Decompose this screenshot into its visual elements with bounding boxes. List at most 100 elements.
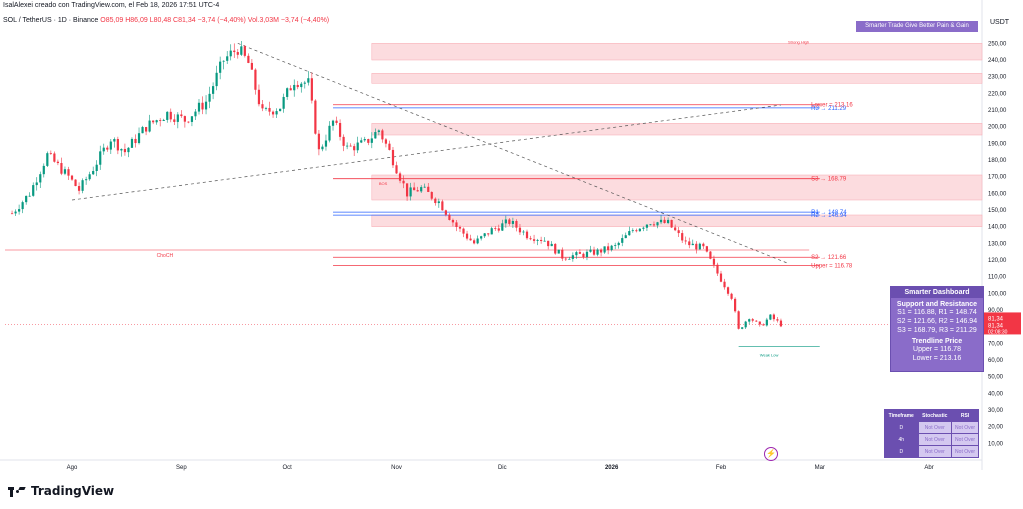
candle-body <box>183 116 186 122</box>
candle-body <box>437 201 440 204</box>
sr-line: S1 = 116.88, R1 = 148.74 <box>897 309 977 316</box>
price-tick-label: 130,00 <box>988 241 1007 247</box>
price-tick-label: 20,00 <box>988 425 1004 431</box>
candle-body <box>211 86 215 94</box>
candle-body <box>208 93 211 102</box>
candle-body <box>497 228 500 231</box>
time-tick-label: 2026 <box>605 465 619 471</box>
level-label: R3 → 211.29 <box>811 106 847 112</box>
candle-body <box>571 255 574 259</box>
table-cell: Not Over <box>951 445 979 458</box>
candle-body <box>70 175 74 180</box>
candle-body <box>194 111 197 117</box>
candle-body <box>688 241 691 246</box>
candle-body <box>391 149 395 166</box>
candle-body <box>649 224 652 226</box>
candle-body <box>130 138 134 148</box>
publisher-info: IsalAlexei creado con TradingView.com, e… <box>3 2 220 9</box>
table-cell: Not Over <box>917 433 953 446</box>
candle-body <box>63 169 67 174</box>
candle-body <box>487 233 490 235</box>
stochastic-table: Timeframe Stochastic RSI D Not Over Not … <box>884 409 979 458</box>
trendline-upper: Upper = 116.78 <box>913 346 961 353</box>
dollar-icon[interactable]: ⚡ <box>764 447 778 461</box>
candle-body <box>99 151 102 165</box>
time-tick-label: Mar <box>815 465 825 471</box>
candle-body <box>204 101 208 110</box>
smarter-trade-badge: Smarter Trade Give Better Pain & Gain <box>856 21 978 32</box>
candle-body <box>709 251 712 259</box>
candle-body <box>420 187 423 192</box>
candle-body <box>617 242 620 246</box>
time-tick-label: Abr <box>924 465 933 471</box>
price-tick-label: 40,00 <box>988 391 1004 397</box>
candle-body <box>307 78 310 83</box>
candle-body <box>356 142 359 151</box>
annotation-label: BOS <box>379 181 388 186</box>
candle-body <box>631 230 634 232</box>
candle-body <box>159 120 162 122</box>
candle-body <box>264 107 268 109</box>
candle-body <box>444 210 447 215</box>
candle-body <box>85 179 88 181</box>
candle-body <box>261 104 264 109</box>
candle-body <box>624 235 627 239</box>
candle-body <box>473 240 476 244</box>
time-tick-label: Sep <box>176 465 187 471</box>
candle-body <box>384 139 388 144</box>
trendline-lower: Lower = 213.16 <box>912 355 962 362</box>
candle-body <box>116 139 119 151</box>
candle-body <box>557 249 560 254</box>
tradingview-logo[interactable]: TradingView <box>8 484 114 498</box>
price-tick-label: 220,00 <box>988 91 1007 97</box>
supply-zone <box>371 214 983 227</box>
candle-body <box>476 238 479 244</box>
candle-body <box>321 146 324 150</box>
price-tick-label: 60,00 <box>988 358 1004 364</box>
candle-body <box>95 164 98 172</box>
candle-body <box>271 111 275 115</box>
price-tick-label: 230,00 <box>988 75 1007 81</box>
candle-body <box>388 143 391 150</box>
candle-body <box>726 287 730 294</box>
candle-body <box>405 183 409 197</box>
price-tick-label: 110,00 <box>988 275 1007 281</box>
ohlc-values: O85,09 H86,09 L80,48 C81,34 −3,74 (−4,40… <box>100 17 246 24</box>
time-tick-label: Oct <box>282 465 292 471</box>
candle-body <box>772 314 776 320</box>
last-price-box <box>984 312 1021 335</box>
candle-body <box>621 238 624 243</box>
table-cell: D <box>884 421 919 434</box>
candle-body <box>737 311 740 329</box>
candle-body <box>360 140 363 143</box>
candle-body <box>508 219 511 224</box>
currency-label: USDT <box>990 19 1010 26</box>
candle-body <box>134 138 137 144</box>
candle-body <box>169 111 172 120</box>
candle-body <box>525 231 529 239</box>
price-tick-label: 170,00 <box>988 175 1007 181</box>
candle-body <box>603 246 606 253</box>
candle-body <box>741 327 744 329</box>
candle-body <box>226 56 229 61</box>
candle-body <box>522 231 525 233</box>
candle-body <box>398 173 402 181</box>
candle-body <box>501 223 504 231</box>
level-label: S2 → 121.66 <box>811 255 847 261</box>
candle-body <box>18 209 21 212</box>
candle-body <box>286 88 289 97</box>
candle-body <box>585 251 589 257</box>
candle-body <box>504 219 507 224</box>
level-label: R2 → 146.94 <box>811 213 847 219</box>
candle-body <box>561 249 564 259</box>
candle-body <box>113 139 116 142</box>
candle-body <box>455 222 458 227</box>
candle-body <box>240 46 243 55</box>
candle-body <box>645 224 649 228</box>
candle-body <box>346 145 349 147</box>
time-tick-label: Dic <box>498 465 507 471</box>
candle-body <box>14 211 17 214</box>
candle-body <box>589 249 592 252</box>
candle-body <box>342 136 345 146</box>
